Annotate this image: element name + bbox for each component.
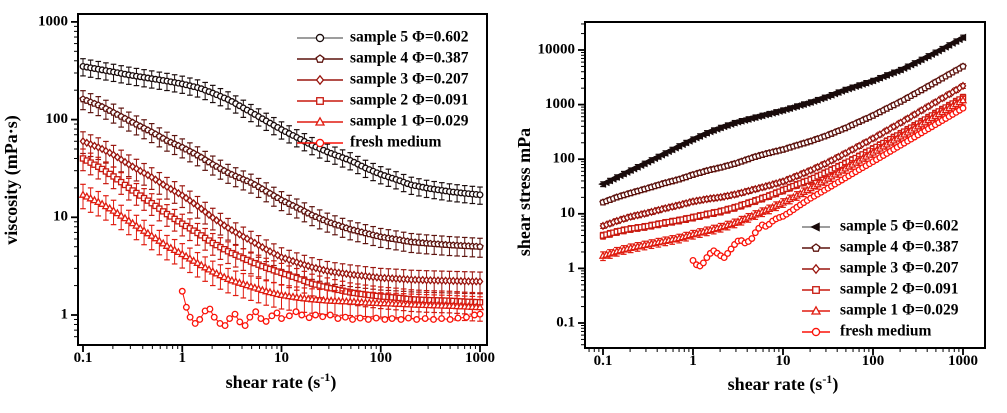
legend-label: sample 5 Φ=0.602	[350, 29, 469, 46]
series-sample-4-0-387	[599, 62, 967, 206]
axes: 0.1 1 10 100 1000 1 10 100 1000 shear rate (s-1) v…	[1, 13, 495, 393]
y-tick-label: 1	[61, 306, 69, 322]
y-axis-label: shear stress mPa	[514, 128, 534, 256]
y-tick-label: 1000	[545, 96, 575, 112]
legend-entry-sample-5-0-602: sample 5 Φ=0.602	[297, 29, 469, 46]
axes: 0.1 1 10 100 1000 0.1 1 10 100 1000 10000 shear rat…	[514, 21, 986, 395]
y-tick-label: 1000	[38, 13, 68, 29]
legend-entry-fresh-medium: fresh medium	[297, 134, 442, 151]
x-tick-label: 100	[862, 353, 885, 369]
x-axis-label: shear rate (s-1)	[226, 370, 337, 393]
legend-label: sample 1 Φ=0.029	[350, 113, 469, 130]
x-tick-label: 1000	[465, 350, 495, 366]
x-tick-label: 0.1	[594, 353, 613, 369]
x-tick-label: 10	[274, 350, 289, 366]
series-sample-1-0-029	[598, 95, 968, 262]
plot-frame	[584, 21, 986, 349]
legend-label: fresh medium	[350, 134, 442, 151]
series-sample-5-0-602	[598, 33, 967, 188]
viscosity-panel: 0.1 1 10 100 1000 1 10 100 1000 shear rate (s-1) v…	[0, 0, 500, 408]
legend-entry-sample-1-0-029: sample 1 Φ=0.029	[297, 113, 469, 130]
legend-label: fresh medium	[840, 323, 932, 340]
series-fresh-medium	[178, 287, 484, 329]
legend-entry-sample-4-0-387: sample 4 Φ=0.387	[297, 50, 469, 67]
viscosity-chart: 0.1 1 10 100 1000 1 10 100 1000 shear rate (s-1) v…	[1, 13, 495, 393]
x-tick-label: 10	[776, 353, 791, 369]
legend-label: sample 5 Φ=0.602	[840, 218, 959, 235]
series-sample-3-0-207	[79, 131, 484, 295]
y-axis-label: viscosity (mPa·s)	[1, 115, 22, 244]
plot-frame	[77, 13, 488, 346]
y-tick-label: 100	[46, 111, 69, 127]
legend-entry-sample-5-0-602: sample 5 Φ=0.602	[802, 218, 959, 235]
legend-label: sample 4 Φ=0.387	[840, 239, 959, 256]
x-tick-label: 1000	[948, 353, 978, 369]
series-sample-4-0-387	[79, 90, 484, 258]
legend-label: sample 4 Φ=0.387	[350, 50, 469, 67]
y-tick-label: 10	[53, 209, 68, 225]
legend-entry-fresh-medium: fresh medium	[802, 323, 932, 340]
legend-entry-sample-3-0-207: sample 3 Φ=0.207	[802, 260, 959, 277]
y-tick-label: 10	[560, 205, 575, 221]
y-tick-label: 0.1	[556, 314, 575, 330]
shear-stress-panel: 0.1 1 10 100 1000 0.1 1 10 100 1000 10000 shear rat…	[500, 0, 1007, 408]
legend: sample 5 Φ=0.602 sample 4 Φ=0.387 sample 3…	[802, 218, 959, 340]
legend: sample 5 Φ=0.602 sample 4 Φ=0.387 sample 3…	[297, 29, 469, 151]
y-tick-label: 1	[568, 260, 576, 276]
series-sample-3-0-207	[599, 81, 967, 231]
legend-label: sample 3 Φ=0.207	[840, 260, 959, 277]
x-tick-label: 1	[689, 353, 697, 369]
legend-label: sample 3 Φ=0.207	[350, 71, 469, 88]
shear-stress-chart: 0.1 1 10 100 1000 0.1 1 10 100 1000 10000 shear rat…	[514, 21, 986, 395]
legend-label: sample 2 Φ=0.091	[350, 92, 469, 109]
y-tick-label: 100	[553, 151, 576, 167]
legend-entry-sample-4-0-387: sample 4 Φ=0.387	[802, 239, 959, 256]
legend-label: sample 1 Φ=0.029	[840, 302, 959, 319]
x-tick-label: 0.1	[74, 350, 93, 366]
x-axis-label: shear rate (s-1)	[728, 372, 839, 395]
legend-entry-sample-2-0-091: sample 2 Φ=0.091	[802, 281, 959, 298]
x-tick-label: 1	[179, 350, 187, 366]
legend-entry-sample-3-0-207: sample 3 Φ=0.207	[297, 71, 469, 88]
legend-entry-sample-1-0-029: sample 1 Φ=0.029	[802, 302, 959, 319]
series-fresh-medium	[689, 104, 967, 270]
y-tick-label: 10000	[538, 41, 576, 57]
legend-entry-sample-2-0-091: sample 2 Φ=0.091	[297, 92, 469, 109]
series-sample-5-0-602	[79, 58, 484, 205]
legend-label: sample 2 Φ=0.091	[840, 281, 959, 298]
x-tick-label: 100	[370, 350, 393, 366]
